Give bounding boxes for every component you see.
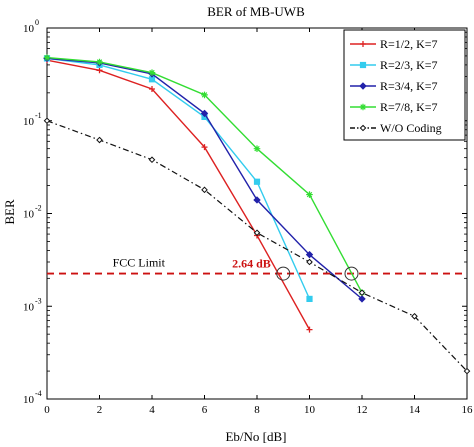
legend-entry: W/O Coding (350, 121, 442, 135)
y-tick-exponent: -4 (35, 389, 42, 398)
data-point-marker (306, 326, 313, 333)
data-point-marker (96, 58, 103, 66)
data-point-marker (201, 186, 208, 194)
legend-entry: R=3/4, K=7 (350, 79, 438, 93)
legend: R=1/2, K=7 R=2/3, K=7 R=3/4, K=7 R=7/8, K=7… (343, 29, 466, 141)
data-point-marker (359, 61, 367, 69)
series-line (46, 59, 311, 330)
y-tick-label: 10 (23, 209, 35, 221)
legend-label: R=1/2, K=7 (380, 37, 438, 51)
data-point-marker (149, 85, 155, 92)
data-point-marker (201, 91, 208, 99)
legend-entry: R=7/8, K=7 (350, 100, 438, 114)
x-tick-label: 4 (149, 404, 155, 416)
y-tick-label: 10 (23, 301, 35, 313)
data-point-marker (358, 295, 366, 303)
chart-title: BER of MB-UWB (207, 4, 305, 19)
data-point-marker (463, 367, 471, 375)
data-point-marker (148, 156, 156, 164)
y-tick-exponent: -1 (35, 111, 42, 120)
data-point-marker (306, 295, 313, 303)
y-tick-exponent: -2 (35, 204, 42, 213)
series-layer (43, 54, 471, 375)
highlight-circles (276, 266, 359, 281)
x-tick-label: 14 (409, 404, 421, 416)
x-tick-label: 16 (462, 404, 474, 416)
intersection-circle (344, 266, 359, 281)
x-tick-label: 12 (357, 404, 368, 416)
x-tick-label: 6 (202, 404, 208, 416)
legend-label: W/O Coding (380, 121, 442, 135)
y-tick-label: 10 (23, 116, 35, 128)
data-point-marker (359, 124, 367, 132)
data-point-marker (253, 196, 261, 204)
data-point-marker (43, 54, 51, 61)
data-point-marker (305, 250, 314, 259)
data-point-marker (358, 289, 366, 297)
y-tick-label: 10 (23, 23, 35, 35)
gain-annotation: 2.64 dB (232, 257, 271, 271)
series-line (46, 57, 311, 300)
data-point-marker (411, 312, 418, 320)
data-point-marker (359, 103, 367, 111)
data-point-marker (200, 109, 209, 118)
data-point-marker (253, 178, 261, 185)
x-tick-label: 0 (44, 404, 50, 416)
data-point-marker (253, 145, 261, 152)
legend-label: R=2/3, K=7 (380, 58, 438, 72)
data-point-marker (253, 229, 261, 237)
legend-entry: R=2/3, K=7 (350, 58, 438, 72)
x-axis-label: Eb/No [dB] (225, 429, 286, 444)
x-tick-label: 10 (304, 404, 316, 416)
data-point-marker (306, 258, 313, 266)
data-point-marker (96, 136, 103, 144)
data-point-marker (360, 41, 366, 47)
intersection-circle (276, 266, 291, 281)
legend-label: R=3/4, K=7 (380, 79, 438, 93)
data-point-marker (148, 69, 156, 76)
y-tick-label: 10 (23, 394, 35, 406)
fcc-limit-layer: FCC Limit 2.64 dB (47, 256, 467, 275)
data-point-marker (43, 117, 51, 125)
y-axis-label: BER (2, 199, 17, 225)
x-axis-ticks: 0 2 4 6 8 10 12 14 16 (44, 28, 473, 416)
fcc-limit-label: FCC Limit (113, 256, 166, 270)
data-point-marker (306, 191, 313, 198)
series-group (43, 117, 471, 375)
y-tick-exponent: -3 (35, 296, 42, 305)
legend-entry: R=1/2, K=7 (350, 37, 438, 51)
y-tick-exponent: 0 (35, 18, 39, 27)
series-group (43, 54, 366, 296)
legend-label: R=7/8, K=7 (380, 100, 438, 114)
data-point-marker (359, 82, 367, 90)
x-tick-label: 2 (97, 404, 103, 416)
data-point-marker (96, 67, 103, 74)
x-tick-label: 8 (254, 404, 260, 416)
data-point-marker (201, 144, 208, 151)
